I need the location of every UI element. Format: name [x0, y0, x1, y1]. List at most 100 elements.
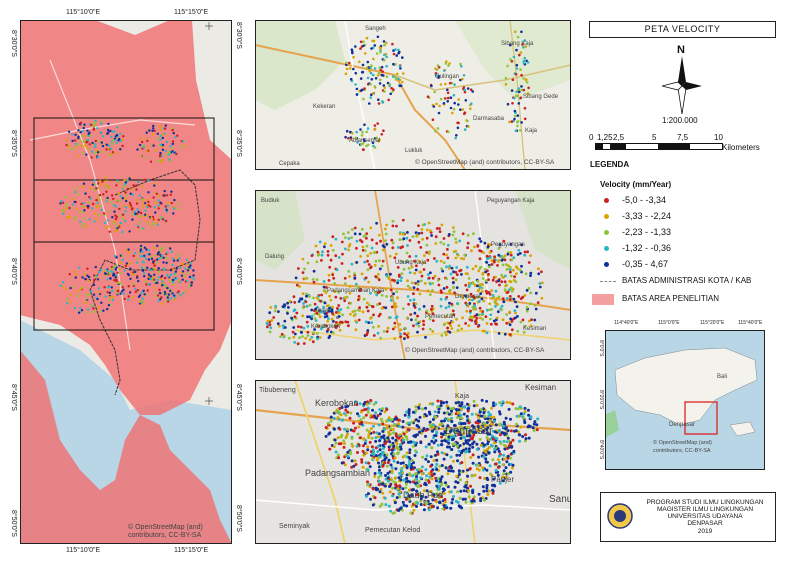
velocity-point: [440, 419, 444, 423]
velocity-point: [310, 254, 314, 257]
velocity-point: [119, 292, 122, 295]
velocity-point: [481, 277, 485, 280]
velocity-point: [391, 241, 395, 245]
velocity-point: [411, 480, 415, 484]
velocity-point: [96, 278, 100, 281]
velocity-point: [453, 485, 457, 489]
velocity-point: [155, 295, 158, 298]
velocity-point: [456, 459, 459, 463]
velocity-point: [385, 41, 388, 45]
velocity-point: [449, 272, 453, 276]
detail-map-3[interactable]: Tibubeneng Kerobokan Denpasar Kesiman Pa…: [255, 380, 571, 544]
velocity-point: [428, 490, 432, 494]
velocity-point: [327, 336, 331, 339]
velocity-point: [125, 199, 128, 203]
velocity-point: [99, 310, 102, 313]
velocity-point: [449, 96, 453, 99]
velocity-point: [459, 436, 463, 440]
velocity-point: [356, 141, 359, 144]
velocity-point: [462, 489, 466, 493]
velocity-point: [129, 261, 132, 265]
velocity-point: [141, 250, 144, 253]
velocity-point: [406, 231, 409, 234]
detail-map-1[interactable]: Sibang Kaja Sangeh Kekeran Abiansemal Da…: [255, 20, 571, 170]
velocity-point: [454, 241, 458, 244]
velocity-point: [351, 51, 354, 55]
velocity-point: [407, 421, 411, 425]
velocity-point: [490, 259, 494, 263]
velocity-point: [366, 127, 370, 130]
velocity-point: [487, 445, 491, 449]
velocity-point: [505, 400, 509, 404]
velocity-point: [511, 463, 515, 467]
velocity-point: [451, 320, 454, 324]
velocity-point: [515, 63, 519, 67]
velocity-point: [315, 323, 319, 327]
velocity-point: [144, 209, 147, 212]
velocity-point: [477, 288, 481, 292]
detail-map-2[interactable]: Budiuk Peguyangan Kaja Peguyangan Ubung …: [255, 190, 571, 360]
velocity-point: [342, 232, 345, 236]
credit-line: contributors, CC-BY-SA: [128, 532, 202, 539]
velocity-point: [326, 319, 330, 323]
velocity-point: [401, 218, 405, 222]
velocity-point: [153, 205, 156, 209]
velocity-point: [124, 210, 127, 213]
velocity-point: [359, 40, 363, 44]
inset-map[interactable]: Bali Denpasar © OpenStreetMap (and) cont…: [605, 330, 765, 470]
velocity-point: [418, 307, 421, 311]
velocity-point: [460, 428, 464, 432]
velocity-point: [145, 257, 148, 260]
velocity-point: [485, 308, 489, 312]
velocity-point: [322, 285, 326, 289]
velocity-point: [465, 288, 469, 292]
velocity-point: [483, 267, 487, 271]
velocity-point: [392, 88, 395, 91]
velocity-point: [142, 227, 145, 230]
velocity-point: [366, 492, 370, 496]
inset-credit-line: © OpenStreetMap (and): [653, 439, 712, 446]
velocity-point: [152, 267, 155, 270]
velocity-point: [380, 65, 384, 69]
velocity-point: [529, 302, 532, 306]
velocity-point: [65, 207, 68, 210]
velocity-point: [164, 205, 167, 208]
velocity-point: [349, 77, 353, 81]
velocity-point: [131, 212, 134, 216]
velocity-point: [134, 290, 138, 293]
velocity-point: [128, 201, 132, 205]
velocity-point: [496, 458, 500, 462]
velocity-point: [503, 288, 507, 291]
velocity-point: [410, 458, 414, 462]
velocity-point: [459, 416, 463, 420]
velocity-point: [101, 135, 105, 138]
velocity-point: [169, 144, 172, 148]
velocity-point: [80, 202, 83, 206]
velocity-point: [119, 261, 122, 265]
velocity-point: [448, 322, 452, 325]
velocity-point: [371, 141, 375, 144]
velocity-point: [84, 277, 87, 281]
velocity-point: [297, 267, 300, 270]
velocity-point: [516, 253, 520, 256]
velocity-point: [385, 75, 389, 78]
velocity-point: [355, 261, 359, 264]
main-map[interactable]: [20, 20, 232, 544]
velocity-point: [475, 316, 479, 320]
velocity-point: [394, 76, 397, 79]
velocity-point: [430, 446, 434, 450]
velocity-point: [390, 478, 394, 482]
velocity-point: [537, 267, 540, 271]
velocity-point: [456, 121, 459, 125]
velocity-point: [433, 410, 437, 414]
velocity-point: [95, 217, 98, 221]
velocity-point: [424, 468, 428, 472]
velocity-point: [301, 314, 305, 318]
velocity-class-label: -2,23 - -1,33: [622, 227, 672, 237]
velocity-point: [393, 303, 396, 307]
velocity-point: [433, 90, 436, 94]
velocity-point: [420, 465, 424, 469]
velocity-point: [370, 64, 373, 67]
velocity-point: [381, 429, 385, 433]
velocity-point: [418, 270, 422, 274]
